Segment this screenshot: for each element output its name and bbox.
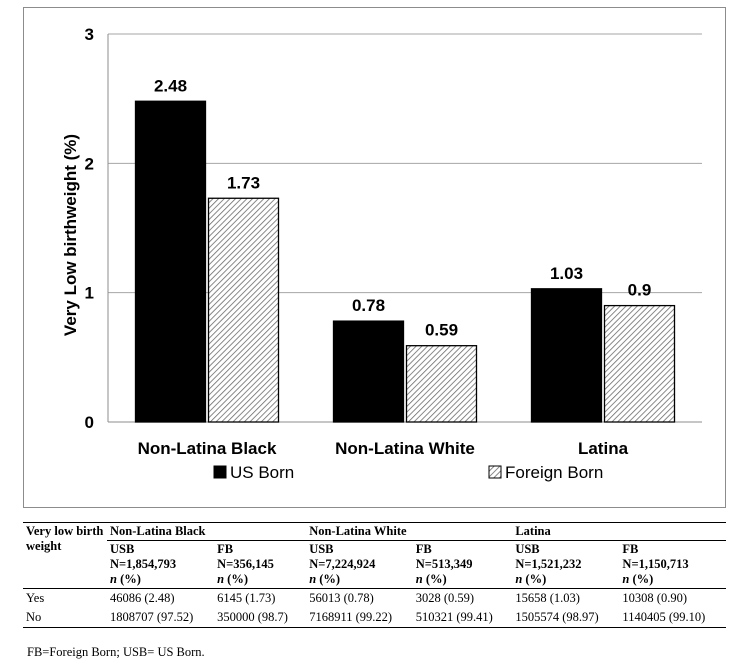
y-axis-title: Very Low birthweight (%) [61,134,80,336]
subheader-unit: n (%) [309,572,341,586]
group-header-latina: Latina [512,522,726,541]
subheader-unit: n (%) [217,572,248,586]
data-label: 0.59 [425,321,458,340]
table-cell: 1140405 (99.10) [619,608,726,628]
table-cell: 7168911 (99.22) [306,608,413,628]
subheader-n: N=1,854,793 [110,557,177,571]
data-label: 1.03 [550,264,583,283]
group-label: Latina [515,524,551,538]
data-label: 1.73 [227,173,260,192]
bar-foreign-born-latina [603,304,676,423]
table-cell: 510321 (99.41) [412,608,513,628]
row-header: Very low birth weight [26,524,104,553]
x-tick-label: Non-Latina Black [138,439,277,458]
table-cell: 6145 (1.73) [217,591,276,605]
data-table: Very low birth weight Non-Latina Black N… [23,522,726,628]
subheader-row: USB N=1,854,793 n (%) FB N=356,145 n (%) USB N=… [23,540,726,589]
table-row: Yes 46086 (2.48) 6145 (1.73) 56013 (0.78) 30… [23,589,726,609]
table-cell: 1808707 (97.52) [107,608,215,628]
subheader-label: FB [622,542,639,556]
table-cell: 1505574 (98.97) [512,608,620,628]
footnote: FB=Foreign Born; USB= US Born. [27,645,205,659]
subheader-n: N=356,145 [217,557,274,571]
y-tick-label: 1 [85,284,94,303]
subheader-cell: FB N=1,150,713 n (%) [619,540,726,589]
subheader-label: FB [217,542,234,556]
y-tick-label: 2 [85,154,94,173]
legend-label: Foreign Born [505,463,603,482]
table-cell: 10308 (0.90) [622,591,687,605]
table-cell: 350000 (98.7) [214,608,307,628]
subheader-label: FB [415,542,432,556]
subheader-n: N=1,521,232 [515,557,582,571]
bar-foreign-born-non-latina-white [405,345,478,423]
row-header-cell: Very low birth weight [23,522,107,589]
bar-us-born-non-latina-white [332,320,405,423]
legend-swatch [488,465,502,479]
subheader-cell: USB N=1,521,232 n (%) [512,540,620,589]
bar-foreign-born-non-latina-black [207,197,280,423]
data-label: 0.78 [352,296,385,315]
data-label: 0.9 [628,281,652,300]
subheader-unit: n (%) [622,572,654,586]
subheader-cell: USB N=7,224,924 n (%) [306,540,413,589]
subheader-label: USB [515,542,540,556]
bar-us-born-latina [530,288,603,423]
subheader-label: USB [309,542,334,556]
group-header-non-latina-white: Non-Latina White [306,522,513,541]
table-cell: 3028 (0.59) [415,591,475,605]
legend-swatch [213,465,227,479]
row-label: Yes [26,591,45,605]
table-cell: 46086 (2.48) [110,591,175,605]
data-label: 2.48 [154,76,187,95]
subheader-unit: n (%) [415,572,447,586]
row-label: No [23,608,107,628]
subheader-n: N=7,224,924 [309,557,376,571]
y-tick-label: 3 [85,25,94,44]
subheader-cell: FB N=513,349 n (%) [412,540,513,589]
subheader-unit: n (%) [515,572,547,586]
subheader-n: N=513,349 [415,557,473,571]
table-cell: 15658 (1.03) [515,591,580,605]
subheader-cell: USB N=1,854,793 n (%) [107,540,215,589]
bar-us-born-non-latina-black [134,100,207,423]
group-header-non-latina-black: Non-Latina Black [107,522,307,541]
subheader-n: N=1,150,713 [622,557,689,571]
chart-frame: 0 1 2 3 2.48 1.73 Non-Latina Black 0.78 0.59 Non-… [23,7,726,508]
table-row: No 1808707 (97.52) 350000 (98.7) 7168911 (9… [23,608,726,628]
bar-chart: 0 1 2 3 2.48 1.73 Non-Latina Black 0.78 0.59 Non-… [61,25,702,482]
legend-label: US Born [230,463,294,482]
y-tick-label: 0 [85,413,94,432]
x-tick-label: Latina [578,439,629,458]
x-tick-label: Non-Latina White [335,439,475,458]
group-label: Non-Latina White [309,524,407,538]
table-cell: 56013 (0.78) [309,591,374,605]
subheader-label: USB [110,542,135,556]
group-label: Non-Latina Black [110,524,206,538]
subheader-cell: FB N=356,145 n (%) [214,540,307,589]
subheader-unit: n (%) [110,572,141,586]
